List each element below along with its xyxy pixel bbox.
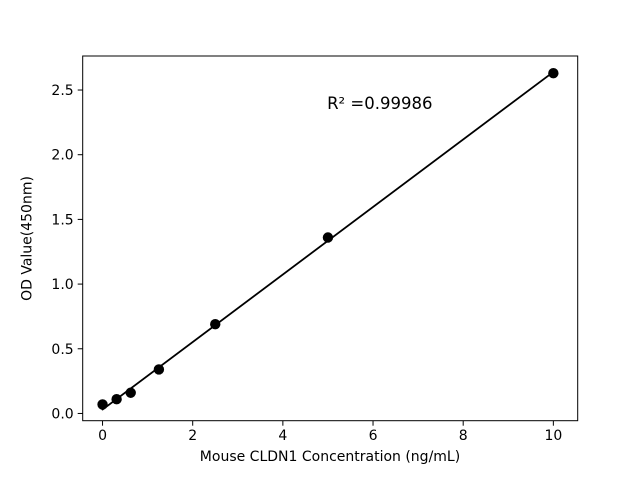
plot-dynamic-layer: 0 2 4 6 8 10 0.0 0.5 1.0 1.5 2.0 2.5 (51, 55, 579, 444)
y-tick-label: 1.0 (51, 277, 73, 293)
x-tick-label: 0 (98, 428, 107, 444)
data-point (111, 394, 122, 405)
y-tick-label: 2.0 (51, 148, 73, 164)
y-tick-label: 2.5 (51, 83, 73, 99)
x-tick-label: 2 (188, 428, 197, 444)
x-tick-label: 6 (369, 428, 378, 444)
data-point (125, 387, 136, 398)
x-axis-label: Mouse CLDN1 Concentration (ng/mL) (200, 449, 460, 465)
plot-border (82, 55, 579, 422)
x-tick-label: 4 (278, 428, 287, 444)
y-tick-label: 1.5 (51, 212, 73, 228)
y-tick-label: 0.0 (51, 406, 73, 422)
x-tick-label: 10 (544, 428, 562, 444)
y-axis-label: OD Value(450nm) (20, 176, 36, 301)
data-point (97, 399, 108, 410)
data-point (322, 232, 334, 243)
r-squared-annotation: R² =0.99986 (327, 94, 432, 113)
data-point (210, 318, 221, 330)
y-tick-label: 0.5 (51, 342, 73, 358)
data-point (548, 68, 559, 79)
data-point (153, 364, 165, 375)
x-tick-label: 8 (459, 428, 468, 444)
